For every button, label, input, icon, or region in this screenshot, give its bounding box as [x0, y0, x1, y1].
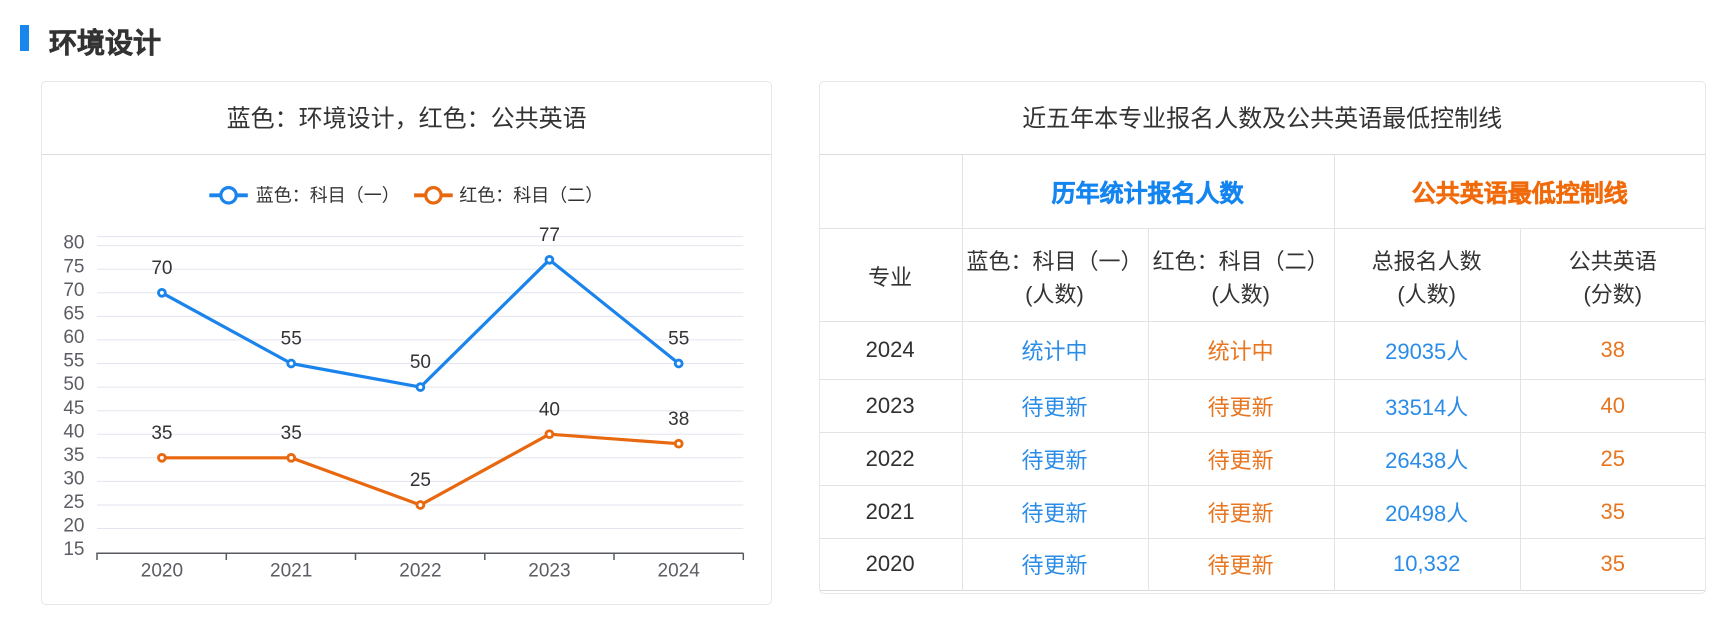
svg-text:15: 15 — [63, 539, 84, 560]
svg-text:50: 50 — [410, 352, 431, 373]
svg-text:2020: 2020 — [141, 560, 183, 581]
svg-text:35: 35 — [63, 445, 84, 466]
svg-text:25: 25 — [410, 470, 431, 491]
svg-text:2024: 2024 — [658, 560, 701, 581]
svg-text:2022: 2022 — [399, 560, 441, 581]
svg-text:75: 75 — [63, 256, 84, 277]
svg-text:25: 25 — [63, 492, 84, 513]
svg-text:20: 20 — [63, 516, 84, 537]
svg-text:70: 70 — [63, 280, 84, 301]
svg-text:红色：科目（二）: 红色：科目（二） — [459, 185, 603, 205]
svg-text:38: 38 — [668, 409, 689, 430]
svg-text:60: 60 — [63, 327, 84, 348]
svg-text:70: 70 — [151, 258, 172, 279]
svg-text:2023: 2023 — [528, 560, 570, 581]
svg-text:40: 40 — [63, 421, 84, 442]
svg-text:35: 35 — [151, 423, 172, 444]
svg-text:45: 45 — [63, 398, 84, 419]
svg-text:30: 30 — [63, 469, 84, 490]
svg-text:蓝色：科目（一）: 蓝色：科目（一） — [256, 185, 400, 205]
svg-text:80: 80 — [63, 233, 84, 254]
svg-text:65: 65 — [63, 304, 84, 325]
svg-text:55: 55 — [281, 329, 302, 350]
svg-text:55: 55 — [63, 351, 84, 372]
svg-text:77: 77 — [539, 225, 560, 246]
svg-text:50: 50 — [63, 374, 84, 395]
svg-text:2021: 2021 — [270, 560, 312, 581]
svg-text:35: 35 — [281, 423, 302, 444]
svg-text:55: 55 — [668, 329, 689, 350]
svg-text:40: 40 — [539, 399, 560, 420]
